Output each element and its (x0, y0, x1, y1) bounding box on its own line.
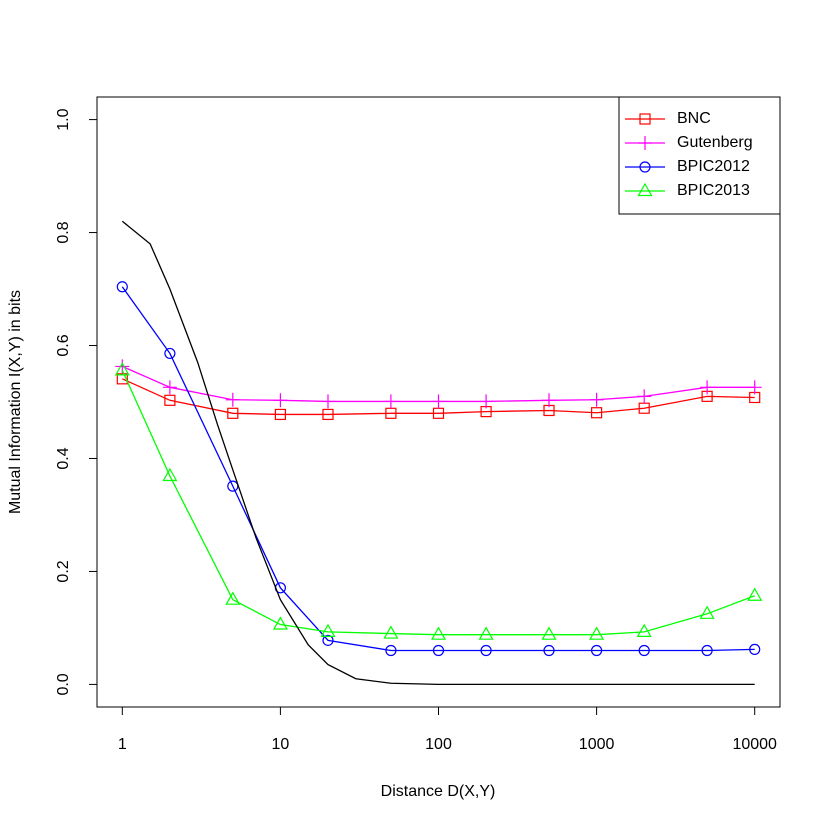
marker (478, 626, 494, 640)
marker (320, 623, 336, 637)
marker (385, 644, 397, 657)
marker (164, 394, 176, 406)
series-line (121, 370, 755, 636)
marker (116, 281, 128, 293)
x-tick-label: 100 (425, 736, 452, 753)
marker (114, 362, 130, 376)
marker (747, 587, 763, 601)
marker (162, 467, 178, 482)
marker (273, 393, 288, 408)
legend-box (618, 96, 781, 215)
marker (639, 161, 651, 173)
marker (637, 182, 653, 197)
legend-label: Gutenberg (677, 134, 753, 151)
marker (701, 644, 713, 657)
marker (589, 626, 605, 640)
x-tick-label: 10 (272, 736, 290, 753)
marker (591, 407, 603, 419)
marker (227, 407, 239, 419)
y-tick-label: 0.6 (55, 334, 72, 356)
series-line (121, 286, 755, 652)
x-tick-label: 10000 (732, 736, 777, 753)
y-tick-label: 1.0 (55, 108, 72, 130)
marker (747, 380, 762, 395)
marker (431, 394, 446, 409)
marker (383, 394, 398, 409)
x-tick-label: 1000 (579, 736, 615, 753)
marker (164, 347, 176, 360)
marker (699, 605, 715, 619)
y-tick-label: 0.8 (55, 221, 72, 243)
marker (749, 643, 761, 655)
legend-label: BNC (677, 110, 711, 127)
marker (383, 625, 399, 639)
marker (639, 113, 651, 125)
y-tick-label: 0.2 (55, 560, 72, 582)
marker (591, 644, 603, 657)
series-line (121, 220, 755, 686)
marker (480, 644, 492, 657)
marker (543, 644, 555, 657)
marker (638, 644, 650, 657)
marker (322, 408, 334, 421)
marker (541, 626, 557, 640)
marker (322, 634, 334, 646)
marker (479, 394, 494, 409)
marker (162, 380, 177, 395)
marker (589, 392, 604, 407)
marker (225, 591, 241, 605)
x-tick-label: 1 (118, 736, 127, 753)
x-axis-label: Distance D(X,Y) (381, 783, 496, 800)
series-line (122, 378, 755, 416)
legend-label: BPIC2013 (677, 182, 750, 199)
marker (225, 392, 240, 407)
marker (116, 373, 128, 385)
y-tick-label: 0.4 (55, 447, 72, 469)
marker (320, 394, 335, 409)
marker (700, 380, 715, 395)
marker (272, 616, 288, 630)
marker (430, 626, 447, 640)
y-axis-label: Mutual Information I(X,Y) in bits (7, 290, 24, 514)
marker (542, 393, 557, 408)
legend-label: BPIC2012 (677, 158, 750, 175)
marker (638, 136, 652, 150)
marker (274, 408, 287, 421)
marker (637, 389, 652, 404)
y-tick-label: 0.0 (55, 673, 72, 695)
marker (636, 623, 652, 637)
marker (432, 644, 445, 657)
